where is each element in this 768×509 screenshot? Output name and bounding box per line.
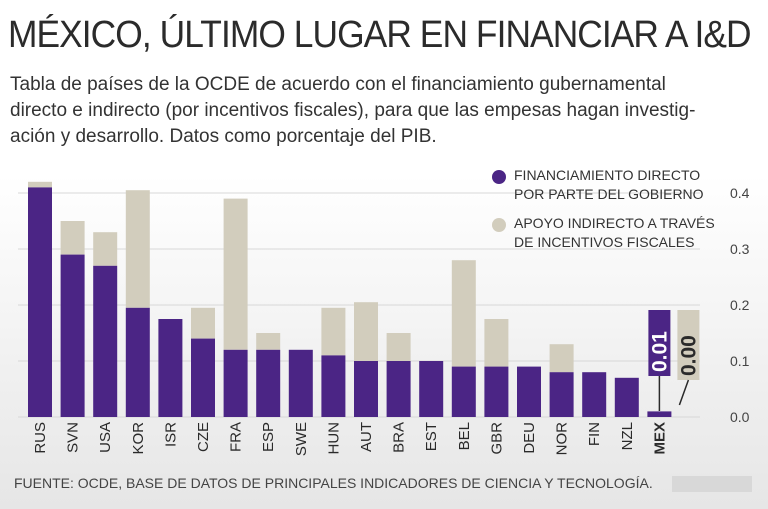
bar-direct-bra bbox=[386, 361, 411, 417]
bar-direct-rus bbox=[28, 187, 52, 417]
bar-indirect-kor bbox=[125, 190, 150, 308]
x-tick-label-cze: CZE bbox=[195, 422, 212, 452]
y-tick-label: 0.4 bbox=[730, 185, 750, 201]
x-tick-label-deu: DEU bbox=[521, 422, 538, 454]
y-tick-label: 0.0 bbox=[730, 409, 750, 425]
legend-swatch-indirect bbox=[492, 218, 506, 232]
bar-indirect-aut bbox=[354, 302, 378, 361]
mex-indirect-callout-box bbox=[677, 310, 700, 380]
x-tick-label-hun: HUN bbox=[325, 422, 342, 455]
bar-indirect-svn bbox=[60, 221, 85, 255]
subtitle-line: ación y desarrollo. Datos como porcentaj… bbox=[10, 126, 437, 147]
x-tick-label-nzl: NZL bbox=[619, 422, 636, 450]
bar-indirect-bel bbox=[451, 260, 476, 367]
bar-direct-isr bbox=[158, 319, 183, 417]
legend-item-indirect: APOYO INDIRECTO A TRAVÉS DE INCENTIVOS F… bbox=[492, 214, 734, 252]
x-tick-label-nor: NOR bbox=[554, 422, 571, 456]
bar-indirect-cze bbox=[191, 307, 215, 339]
bar-indirect-usa bbox=[93, 232, 118, 266]
legend-swatch-direct bbox=[492, 170, 506, 184]
bar-indirect-gbr bbox=[484, 319, 509, 367]
x-tick-label-usa: USA bbox=[97, 422, 114, 453]
y-tick-label: 0.1 bbox=[730, 353, 750, 369]
bar-direct-gbr bbox=[484, 366, 509, 417]
mex-direct-value-label: 0.01 bbox=[648, 331, 671, 372]
bar-indirect-nor bbox=[549, 344, 574, 373]
legend-label-direct: FINANCIAMIENTO DIRECTO POR PARTE DEL GOB… bbox=[514, 167, 704, 202]
x-tick-label-isr: ISR bbox=[162, 422, 179, 447]
stacked-bar-chart: 0.0 0.1 0.2 0.3 0.4 RUS SVN USA KOR ISR CZE FRA ESP S… bbox=[18, 181, 750, 456]
bar-direct-cze bbox=[191, 338, 215, 417]
bar-indirect-fra bbox=[223, 198, 248, 350]
x-tick-label-aut: AUT bbox=[358, 422, 375, 452]
subtitle-line: Tabla de países de la OCDE de acuerdo co… bbox=[10, 74, 666, 95]
mex-direct-callout-box bbox=[648, 310, 671, 376]
bar-direct-kor bbox=[125, 307, 150, 417]
bar-indirect-hun bbox=[321, 307, 346, 356]
source-footer: FUENTE: OCDE, BASE DE DATOS DE PRINCIPAL… bbox=[14, 475, 653, 491]
bar-direct-fin bbox=[582, 372, 607, 417]
bar-direct-mex bbox=[647, 411, 672, 417]
bar-direct-esp bbox=[256, 349, 281, 417]
bar-direct-nor bbox=[549, 372, 574, 417]
subtitle-line: directo e indirecto (por incentivos fisc… bbox=[10, 100, 696, 121]
bar-indirect-esp bbox=[256, 333, 281, 350]
x-tick-label-kor: KOR bbox=[130, 422, 147, 455]
x-tick-label-fra: FRA bbox=[228, 422, 245, 452]
bar-direct-nzl bbox=[614, 377, 639, 417]
bar-direct-deu bbox=[517, 366, 541, 417]
mex-indirect-value-label: 0.00 bbox=[677, 335, 700, 376]
legend-item-direct: FINANCIAMIENTO DIRECTO POR PARTE DEL GOB… bbox=[492, 166, 734, 204]
chart-title: MÉXICO, ÚLTIMO LUGAR EN FINANCIAR A I&D bbox=[8, 14, 752, 56]
x-tick-label-bra: BRA bbox=[391, 422, 408, 453]
bar-direct-usa bbox=[93, 265, 118, 417]
x-tick-label-gbr: GBR bbox=[488, 422, 505, 455]
bar-direct-aut bbox=[354, 361, 378, 417]
bar-direct-est bbox=[419, 361, 444, 417]
x-tick-label-swe: SWE bbox=[293, 422, 310, 456]
y-tick-label: 0.2 bbox=[730, 297, 750, 313]
legend: FINANCIAMIENTO DIRECTO POR PARTE DEL GOB… bbox=[492, 166, 734, 262]
y-tick-label: 0.3 bbox=[730, 241, 750, 257]
bar-direct-bel bbox=[451, 366, 476, 417]
chart-subtitle: Tabla de países de la OCDE de acuerdo co… bbox=[10, 72, 750, 150]
bar-direct-swe bbox=[288, 349, 313, 417]
bar-indirect-rus bbox=[28, 181, 52, 188]
bar-direct-fra bbox=[223, 349, 248, 417]
x-tick-label-mex: MEX bbox=[651, 422, 668, 455]
redacted-credit bbox=[672, 476, 752, 492]
bar-indirect-bra bbox=[386, 333, 411, 361]
mex-indirect-leader bbox=[678, 379, 690, 406]
x-tick-label-bel: BEL bbox=[456, 422, 473, 450]
bar-direct-hun bbox=[321, 355, 346, 417]
x-tick-label-esp: ESP bbox=[260, 422, 277, 452]
x-tick-label-fin: FIN bbox=[586, 422, 603, 446]
x-tick-label-est: EST bbox=[423, 422, 440, 451]
x-tick-label-rus: RUS bbox=[32, 422, 49, 454]
x-tick-label-svn: SVN bbox=[65, 422, 82, 453]
legend-label-indirect: APOYO INDIRECTO A TRAVÉS DE INCENTIVOS F… bbox=[514, 215, 715, 250]
bar-direct-svn bbox=[60, 254, 85, 417]
